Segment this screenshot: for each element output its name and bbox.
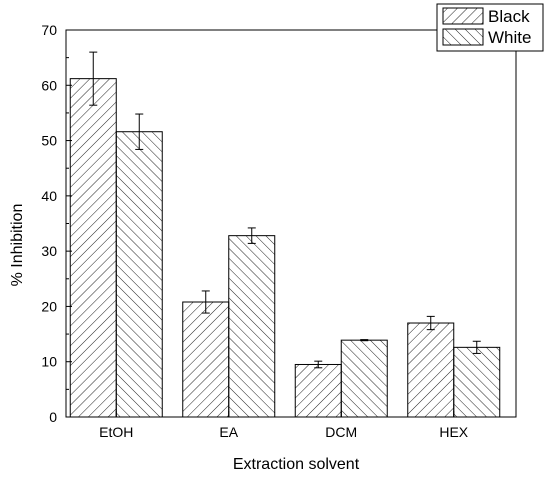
y-tick-label: 10 [41,354,57,370]
y-tick-label: 70 [41,22,57,38]
legend-label-white: White [488,28,531,47]
x-tick-label: HEX [439,424,468,440]
legend-swatch-black [442,7,484,25]
bars [69,51,501,418]
legend-swatch-white [442,28,484,46]
bar-black [69,78,117,418]
x-axis-title: Extraction solvent [233,456,360,473]
y-tick-label: 60 [41,77,57,93]
bar-white [115,131,163,418]
x-tick-label: EA [219,424,238,440]
y-tick-label: 50 [41,133,57,149]
bar-black [407,322,455,418]
bar-black [182,301,230,418]
bar-white [228,235,276,418]
y-tick-label: 20 [41,298,57,314]
y-tick-label: 40 [41,188,57,204]
bar-white [453,346,501,418]
x-tick-label: EtOH [99,424,133,440]
legend-label-black: Black [488,7,530,26]
y-axis-title: % Inhibition [9,204,26,287]
legend: Black White [436,3,544,52]
bar-white [340,339,388,418]
axes: 0 10 20 30 40 50 60 70 EtOH EA DCM HEX [41,22,468,440]
bar-black [294,363,342,418]
y-tick-label: 30 [41,243,57,259]
y-tick-label: 0 [49,409,57,425]
x-tick-label: DCM [325,424,357,440]
